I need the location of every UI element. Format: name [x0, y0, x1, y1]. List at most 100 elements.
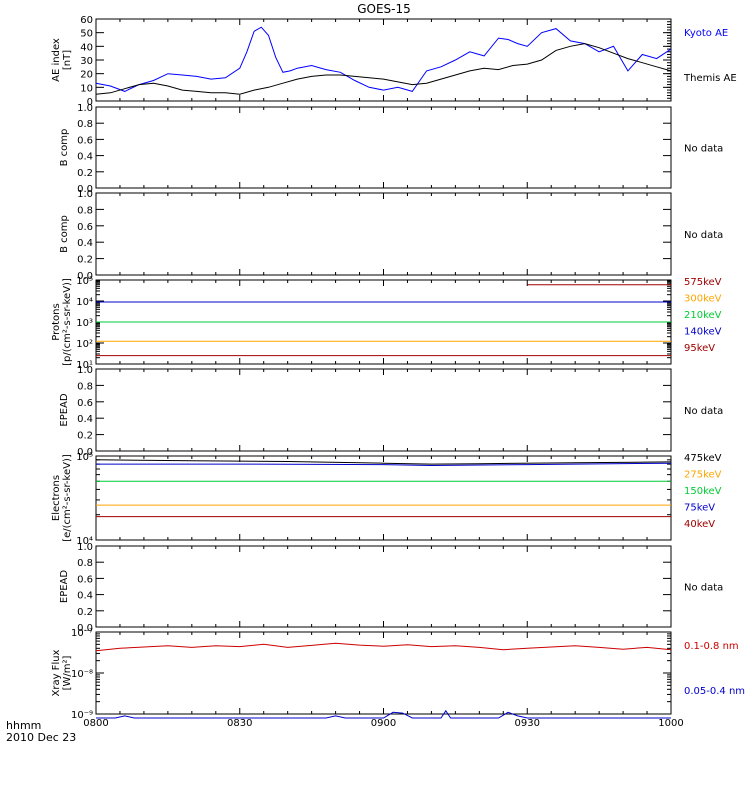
y-tick-label: 0.8: [77, 381, 93, 392]
panel-protons: 10¹ 10² 10³ 10⁴ 10⁵ Protons [p/(cm²-s-sr-keV)]…: [51, 276, 722, 371]
y-tick-label: 0.2: [77, 168, 93, 179]
y-tick-label: 0.0: [77, 184, 93, 195]
legend-entry: Kyoto AE: [684, 28, 728, 39]
legend-entry: 0.05-0.4 nm: [684, 686, 745, 697]
series-line-75keV: [96, 462, 672, 467]
y-tick-label: 0.6: [77, 222, 93, 233]
x-tick-label: 0830: [227, 718, 252, 729]
panel-b1: 0.0 0.2 0.4 0.6 0.8 1.0 B comp No data: [59, 103, 723, 195]
y-tick-label: 0.8: [77, 119, 93, 130]
y-tick-label: 0.2: [77, 255, 93, 266]
y-tick-label: 10⁴: [76, 297, 93, 308]
panel-b2: 0.0 0.2 0.4 0.6 0.8 1.0 B comp No data: [59, 189, 723, 282]
panel-frame: [95, 545, 672, 628]
panel-frame: [95, 631, 672, 715]
legend-entry: 300keV: [684, 294, 722, 305]
y-tick-label: 0.4: [77, 238, 93, 249]
y-tick-label: 30: [80, 56, 93, 67]
series-line-475keV: [95, 459, 672, 465]
y-axis-label: B comp: [59, 215, 70, 253]
no-data-label: No data: [684, 230, 723, 241]
series-line-0-05-0-4-nm: [96, 709, 671, 719]
legend-entry: Themis AE: [683, 73, 737, 84]
y-tick-label: 10⁻⁹: [71, 710, 93, 721]
x-tick-label: 0900: [371, 718, 396, 729]
y-tick-label: 0.0: [77, 623, 93, 634]
legend-entry: 475keV: [684, 453, 722, 464]
y-tick-label: 0.4: [77, 152, 93, 163]
x-tick-label: 1000: [658, 718, 683, 729]
y-tick-label: 10⁻⁸: [71, 669, 93, 680]
y-axis-label: [W/m²]: [62, 655, 73, 690]
legend-entry: 0.1-0.8 nm: [684, 641, 739, 652]
y-tick-label: 1.0: [77, 542, 93, 553]
y-tick-label: 0.6: [77, 135, 93, 146]
y-axis-label: AE index: [51, 38, 62, 82]
legend-entry: 150keV: [684, 486, 722, 497]
y-axis-label: Xray Flux: [51, 649, 62, 696]
y-axis-label: [p/(cm²-s-sr-keV)]: [62, 278, 73, 366]
panel-frame: [95, 192, 672, 276]
chart-title: GOES-15: [357, 2, 411, 16]
y-tick-label: 0.0: [77, 447, 93, 458]
panel-frame: [95, 106, 672, 189]
y-axis-label: B comp: [59, 129, 70, 167]
panel-frame: [95, 455, 672, 541]
y-tick-label: 0: [87, 97, 93, 108]
legend-entry: 40keV: [684, 519, 715, 530]
y-axis-label: [nT]: [62, 50, 73, 70]
y-axis-label: Protons: [51, 303, 62, 340]
no-data-label: No data: [684, 406, 723, 417]
panels-group: 0 10 20 30 40 50 60 AE index [nT] Kyoto AE Themis …: [51, 15, 745, 729]
panel-epead2: 0.0 0.2 0.4 0.6 0.8 1.0 EPEAD No data: [59, 542, 723, 634]
panel-frame: [95, 368, 672, 452]
y-axis-label: [e/(cm²-s-sr-keV)]: [62, 454, 73, 542]
x-date-label: 2010 Dec 23: [6, 731, 76, 744]
y-tick-label: 0.4: [77, 414, 93, 425]
panel-electrons: 10⁴ 10⁵ Electrons [e/(cm²-s-sr-keV)] 475keV 2…: [51, 452, 722, 547]
y-tick-label: 0.2: [77, 431, 93, 442]
y-tick-label: 10¹: [76, 360, 93, 371]
x-tick-label: 0800: [83, 718, 108, 729]
y-tick-label: 0.6: [77, 574, 93, 585]
y-axis-label: Electrons: [51, 475, 62, 521]
y-tick-label: 0.6: [77, 398, 93, 409]
y-tick-label: 10³: [76, 318, 93, 329]
legend-entry: 575keV: [684, 277, 722, 288]
y-axis-label: EPEAD: [59, 570, 70, 604]
y-tick-label: 20: [80, 70, 93, 81]
y-tick-label: 0.8: [77, 558, 93, 569]
panel-xray: 10⁻⁹ 10⁻⁸ 10⁻⁷ Xray Flux [W/m²] 0.1-0.8 nm 0.0…: [51, 628, 745, 729]
legend-entry: 140keV: [684, 327, 722, 338]
y-axis-label: EPEAD: [59, 393, 70, 427]
y-tick-label: 0.4: [77, 591, 93, 602]
y-tick-label: 0.2: [77, 607, 93, 618]
y-tick-label: 10⁵: [76, 452, 93, 463]
panel-frame: [95, 18, 672, 102]
y-tick-label: 0.8: [77, 205, 93, 216]
series-line-Kyoto-AE: [95, 26, 672, 92]
y-tick-label: 0.0: [77, 271, 93, 282]
series-line-0-1-0-8-nm: [95, 642, 672, 652]
series-line-Themis-AE: [95, 43, 672, 95]
x-unit-label: hhmm: [6, 719, 41, 732]
y-tick-label: 10⁴: [76, 536, 93, 547]
y-tick-label: 10⁵: [76, 276, 93, 287]
legend-entry: 210keV: [684, 310, 722, 321]
y-tick-label: 10²: [76, 339, 93, 350]
legend-entry: 275keV: [684, 470, 722, 481]
y-tick-label: 40: [80, 42, 93, 53]
legend-entry: 95keV: [684, 343, 715, 354]
no-data-label: No data: [684, 144, 723, 155]
y-tick-label: 50: [80, 29, 93, 40]
no-data-label: No data: [684, 583, 723, 594]
y-tick-label: 10: [80, 83, 93, 94]
legend-entry: 75keV: [684, 503, 715, 514]
panel-ae: 0 10 20 30 40 50 60 AE index [nT] Kyoto AE Themis …: [51, 15, 737, 108]
y-tick-label: 1.0: [77, 103, 93, 114]
panel-epead1: 0.0 0.2 0.4 0.6 0.8 1.0 EPEAD No data: [59, 365, 723, 458]
y-tick-label: 10⁻⁷: [71, 628, 93, 639]
y-tick-label: 60: [80, 15, 93, 26]
y-tick-label: 1.0: [77, 365, 93, 376]
